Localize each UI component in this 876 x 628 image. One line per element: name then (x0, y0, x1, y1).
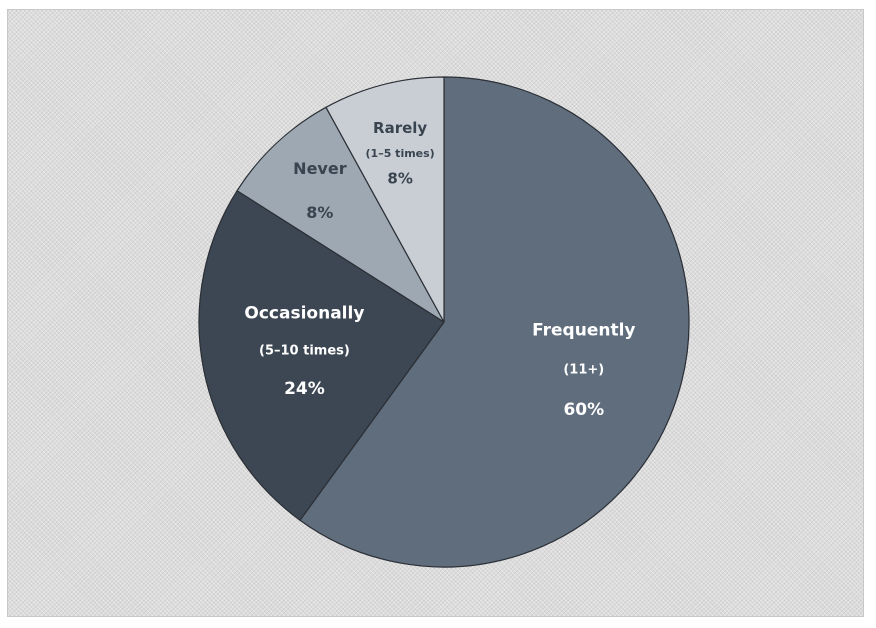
pie-label-occasionally-name: Occasionally (244, 304, 364, 324)
pie-label-rarely-value: 8% (387, 170, 412, 188)
pie-label-frequently-name: Frequently (532, 320, 635, 340)
pie-label-never-value: 8% (306, 203, 333, 222)
pie-labels: Frequently (11+) 60% Occasionally (5–10 time… (244, 119, 635, 420)
pie-label-rarely-name: Rarely (373, 119, 427, 137)
pie-label-occasionally-sublabel: (5–10 times) (259, 344, 350, 359)
pie-slice-occasionally (198, 189, 445, 522)
pie-slice-never (236, 106, 445, 323)
pie-slice-rarely (325, 76, 445, 323)
pie-slice-frequently (299, 76, 690, 568)
pie-label-frequently-sublabel: (11+) (563, 362, 604, 377)
pie-slices (198, 76, 690, 568)
pie-label-occasionally-value: 24% (284, 379, 325, 399)
pie-label-frequently-value: 60% (563, 400, 604, 420)
pie-label-never-name: Never (293, 159, 347, 178)
pie-label-rarely-sublabel: (1–5 times) (366, 147, 435, 160)
